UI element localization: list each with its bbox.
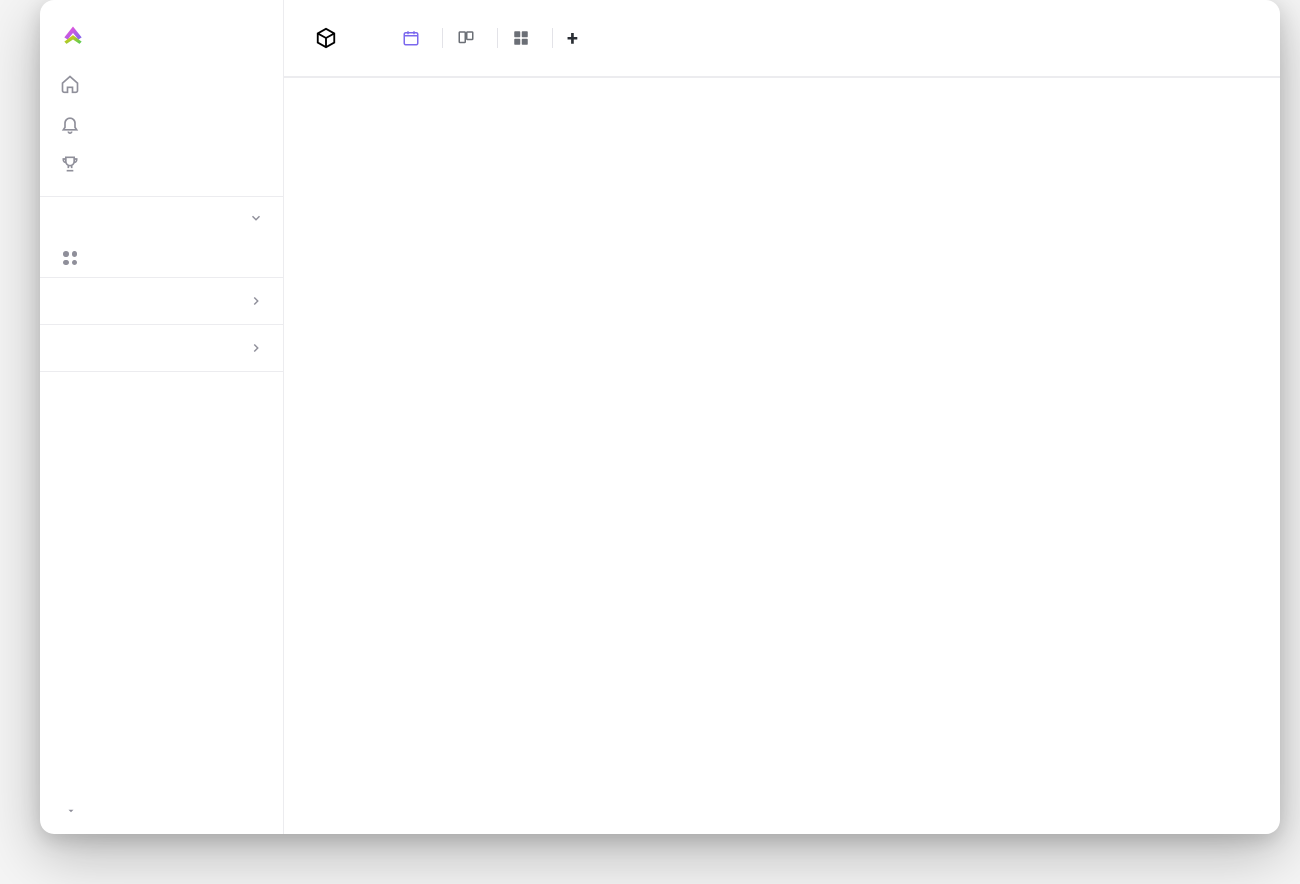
calendar-icon [402, 29, 420, 47]
sidebar-divider-4 [40, 371, 283, 372]
spaces-header[interactable] [40, 197, 283, 239]
add-view-button[interactable]: + [553, 20, 600, 56]
chevron-down-icon [249, 211, 263, 225]
box-view-icon [512, 29, 530, 47]
app-window: + [40, 0, 1280, 834]
nav-goals[interactable] [40, 144, 283, 184]
weeks [284, 78, 1280, 834]
project-icon[interactable] [306, 18, 346, 58]
main: + [284, 0, 1280, 834]
sidebar-footer [40, 788, 283, 834]
nav-home[interactable] [40, 64, 283, 104]
everything-icon [60, 248, 80, 268]
home-icon [60, 74, 80, 94]
trophy-icon [60, 154, 80, 174]
calendar-grid [284, 77, 1280, 834]
tab-box[interactable] [498, 23, 552, 53]
tab-calendar[interactable] [388, 23, 442, 53]
chevron-right-icon [249, 341, 263, 355]
sidebar [40, 0, 284, 834]
sidebar-item-docs[interactable] [40, 325, 283, 371]
logo[interactable] [40, 0, 283, 58]
plus-icon: + [567, 26, 578, 50]
view-tabs: + [388, 20, 600, 56]
tab-board[interactable] [443, 23, 497, 53]
primary-nav [40, 58, 283, 196]
clickup-logo-icon [60, 20, 86, 46]
sidebar-item-everything[interactable] [40, 239, 283, 277]
caret-down-icon[interactable] [66, 806, 76, 816]
sidebar-item-dashboards[interactable] [40, 278, 283, 324]
board-icon [457, 29, 475, 47]
bell-icon [60, 114, 80, 134]
topbar: + [284, 0, 1280, 77]
nav-notifications[interactable] [40, 104, 283, 144]
chevron-right-icon [249, 294, 263, 308]
